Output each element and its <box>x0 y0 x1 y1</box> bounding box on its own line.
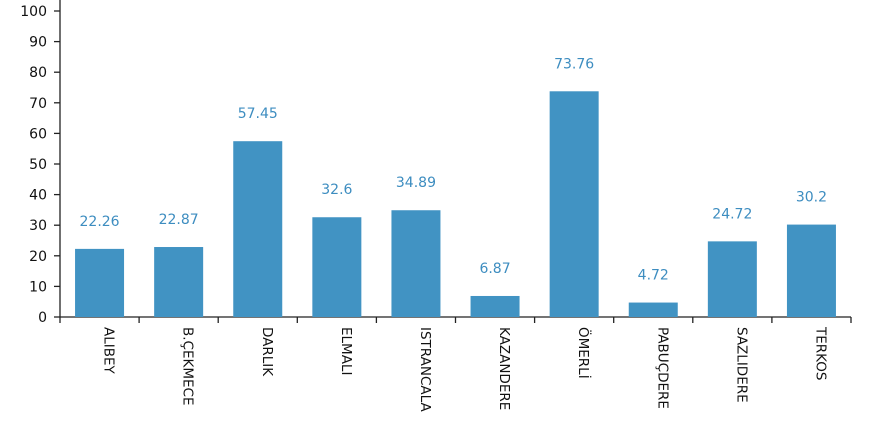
data-label: 30.2 <box>796 190 827 206</box>
category-label: B.ÇEKMECE <box>180 327 196 406</box>
category-label: KAZANDERE <box>496 327 512 410</box>
y-tick-label: 80 <box>29 65 47 81</box>
category-label: SAZLIDERE <box>733 327 749 403</box>
bar <box>628 302 678 317</box>
category-label: TERKOS <box>812 326 828 380</box>
data-label: 22.26 <box>80 214 120 230</box>
y-tick-label: 90 <box>29 35 47 51</box>
bar <box>549 91 599 317</box>
bar <box>154 247 204 317</box>
bar <box>233 141 283 317</box>
category-label: DARLIK <box>259 327 275 377</box>
y-tick-label: 0 <box>38 310 47 326</box>
bar <box>391 210 441 317</box>
bar <box>707 241 757 317</box>
y-axis: 0 10 20 30 40 50 60 70 80 90 100 <box>20 0 61 326</box>
category-label: ALIBEY <box>101 327 117 375</box>
data-label: 4.72 <box>638 268 669 284</box>
bar <box>312 217 362 317</box>
bars <box>75 91 836 317</box>
data-label: 73.76 <box>554 56 594 72</box>
y-tick-label: 70 <box>29 96 47 112</box>
data-label: 6.87 <box>479 261 510 277</box>
y-tick-label: 50 <box>29 157 47 173</box>
bar <box>786 224 836 317</box>
y-tick-label: 20 <box>29 249 47 265</box>
y-tick-label: 60 <box>29 126 47 142</box>
y-tick-label: 100 <box>20 4 47 20</box>
y-tick-label: 40 <box>29 188 47 204</box>
bar <box>75 248 125 317</box>
x-axis <box>59 316 852 323</box>
bar <box>470 295 520 317</box>
category-label: ISTRANCALA <box>417 327 433 412</box>
data-label: 22.87 <box>159 212 199 228</box>
data-labels: 22.26 22.87 57.45 32.6 34.89 6.87 73.76 4.72 24.… <box>80 56 828 283</box>
category-labels: ALIBEY B.ÇEKMECE DARLIK ELMALI ISTRANCALA KAZ… <box>101 326 829 412</box>
y-tick-label: 30 <box>29 218 47 234</box>
category-label: ÖMERLİ <box>575 327 593 379</box>
data-label: 34.89 <box>396 175 436 191</box>
data-label: 24.72 <box>712 206 752 222</box>
category-label: ELMALI <box>338 327 354 375</box>
data-label: 57.45 <box>238 106 278 122</box>
category-label: PABUÇDERE <box>654 327 670 409</box>
y-tick-label: 10 <box>29 279 47 295</box>
data-label: 32.6 <box>321 182 352 198</box>
